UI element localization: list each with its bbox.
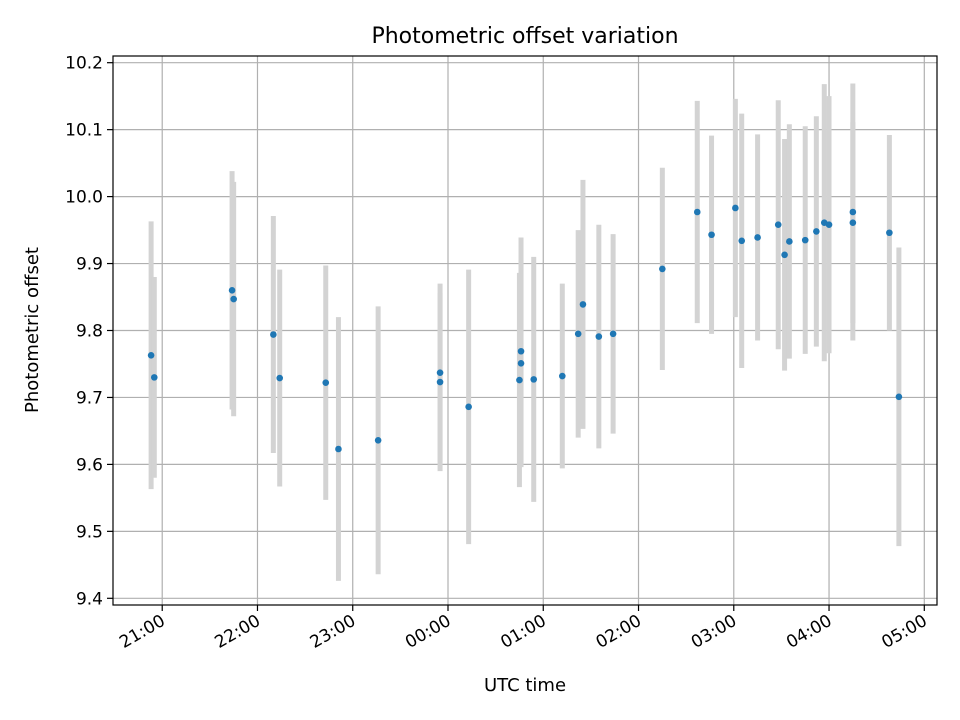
data-point [849,208,857,216]
data-point [517,347,525,355]
grid [113,56,937,605]
data-point [895,393,903,401]
x-axis-label: UTC time [484,675,566,696]
y-tick-label: 10.1 [65,121,103,141]
data-point [609,330,617,338]
data-point [786,238,793,245]
data-point [886,229,893,237]
y-tick-label: 9.7 [76,388,103,408]
y-axis: 9.4 9.5 9.6 9.7 9.8 9.9 10.0 10.1 10.2 [65,54,113,609]
data-point [732,204,739,212]
data-point [230,295,237,303]
data-point [147,351,155,359]
data-point [801,236,809,244]
data-point [849,219,857,227]
data-point [150,374,158,381]
y-tick-label: 9.9 [76,255,103,275]
data-point [270,331,277,338]
data-point [276,374,284,382]
data-point [595,333,603,340]
data-point [436,369,444,376]
data-point [754,234,761,241]
data-point [693,208,701,216]
data-point [436,378,444,386]
data-point [530,376,538,383]
data-point [781,251,788,259]
data-point [517,360,525,367]
data-point [825,221,833,229]
y-tick-label: 9.4 [76,589,103,609]
y-axis-label: Photometric offset [22,247,43,413]
chart-title: Photometric offset variation [371,24,678,49]
y-tick-label: 9.8 [76,322,103,342]
data-point [738,237,746,245]
data-point [465,403,472,411]
data-point [228,287,236,294]
data-point [813,228,820,235]
data-point [659,265,666,273]
data-point [516,376,523,384]
data-point [322,379,330,387]
data-point [708,231,715,239]
y-tick-label: 9.5 [76,522,103,542]
data-point [574,330,582,338]
data-point [559,372,566,380]
y-tick-label: 9.6 [76,455,103,475]
y-tick-label: 10.2 [65,54,103,74]
data-point [335,445,342,453]
y-tick-label: 10.0 [65,188,103,208]
data-point [774,221,782,229]
data-point [579,301,587,308]
data-points [147,204,903,453]
data-point [374,437,382,444]
